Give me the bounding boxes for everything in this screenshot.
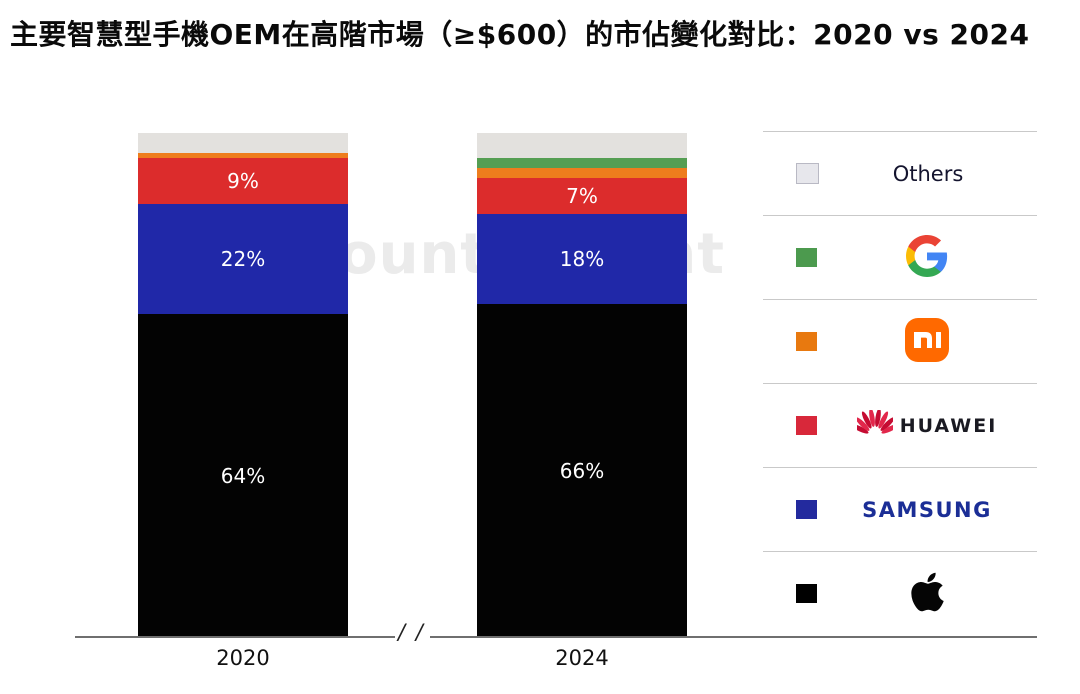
axis-break-mark: / / <box>398 620 425 644</box>
x-axis-line-left <box>75 636 395 638</box>
segment-apple-2020: 64% <box>138 314 348 637</box>
x-axis-line-right <box>430 636 1037 638</box>
segment-samsung-2024: 18% <box>477 213 687 305</box>
legend-item-xiaomi <box>763 299 1037 383</box>
x-label-2020: 2020 <box>216 646 270 670</box>
segment-xiaomi-2024 <box>477 168 687 179</box>
huawei-flower-logo-icon <box>856 409 893 442</box>
segment-others-2020 <box>138 133 348 154</box>
legend-item-google <box>763 215 1037 299</box>
segment-value-label: 7% <box>566 184 598 209</box>
others-swatch <box>796 163 819 184</box>
segment-value-label: 66% <box>559 458 605 483</box>
bar-2024: 66% 18% 7% <box>477 133 687 637</box>
google-logo-icon <box>906 234 948 281</box>
segment-value-label: 64% <box>220 463 266 488</box>
apple-swatch <box>796 584 817 603</box>
xiaomi-mi-logo-icon <box>905 317 949 366</box>
segment-others-2024 <box>477 133 687 159</box>
segment-samsung-2020: 22% <box>138 203 348 315</box>
bar-2020: 64% 22% 9% <box>138 133 348 637</box>
huawei-swatch <box>796 416 817 435</box>
google-swatch <box>796 248 817 267</box>
segment-value-label: 22% <box>220 247 266 272</box>
segment-huawei-2020: 9% <box>138 158 348 204</box>
legend-item-samsung: SAMSUNG <box>763 467 1037 551</box>
segment-value-label: 9% <box>227 168 259 193</box>
segment-huawei-2024: 7% <box>477 178 687 214</box>
legend-item-others: Others <box>763 131 1037 215</box>
legend-item-huawei: HUAWEI <box>763 383 1037 467</box>
segment-xiaomi-2020 <box>138 153 348 159</box>
chart-title: 主要智慧型手機OEM在高階市場（≥$600）的市佔變化對比：2020 vs 20… <box>10 18 1030 51</box>
segment-apple-2024: 66% <box>477 304 687 637</box>
huawei-wordmark: HUAWEI <box>899 414 998 437</box>
others-label: Others <box>892 161 964 186</box>
apple-logo-icon <box>910 570 944 618</box>
legend-item-apple <box>763 551 1037 635</box>
segment-value-label: 18% <box>559 247 605 272</box>
samsung-swatch <box>796 500 817 519</box>
xiaomi-swatch <box>796 332 817 351</box>
legend: Others <box>763 131 1037 635</box>
x-label-2024: 2024 <box>555 646 609 670</box>
segment-google-2024 <box>477 158 687 169</box>
samsung-wordmark: SAMSUNG <box>862 497 992 522</box>
